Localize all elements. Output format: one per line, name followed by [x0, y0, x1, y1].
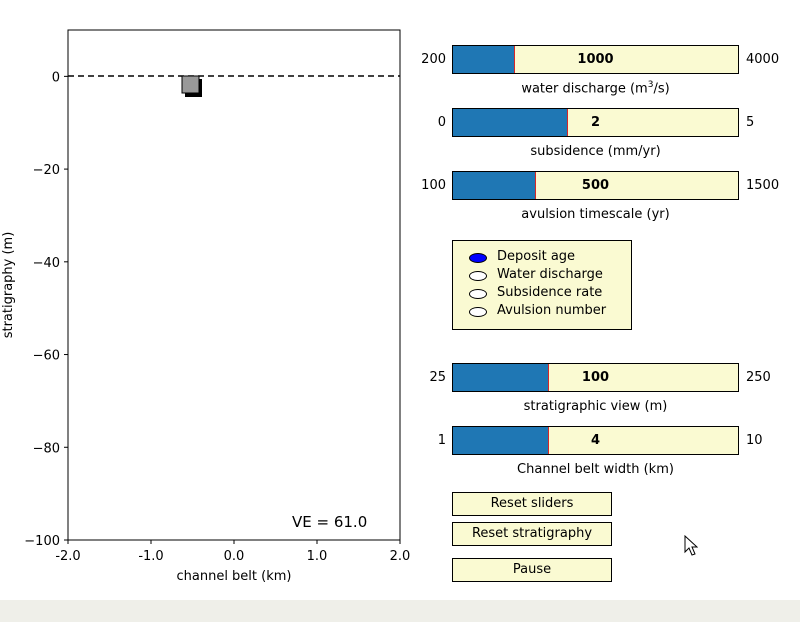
- stratigraphic-view-min: 25: [429, 370, 446, 385]
- y-tick-label: −20: [33, 163, 60, 178]
- water-discharge-label: water discharge (m3/s): [521, 80, 670, 97]
- subsidence-min: 0: [437, 115, 446, 130]
- y-tick-label: −80: [33, 441, 60, 456]
- slider-fill: [453, 109, 567, 136]
- radio-button-icon[interactable]: [469, 307, 487, 317]
- channel-belt-width-min: 1: [437, 433, 446, 448]
- x-tick-label: -1.0: [138, 549, 163, 564]
- x-tick-label: 2.0: [390, 549, 411, 564]
- channel-belt-width-label: Channel belt width (km): [517, 462, 674, 477]
- slider-value: 2: [590, 115, 601, 130]
- subsidence-label: subsidence (mm/yr): [530, 144, 661, 159]
- radio-label: Deposit age: [497, 249, 576, 264]
- y-axis-ticks: 0 −20 −40 −60 −80 −100: [24, 70, 68, 549]
- reset-sliders-button[interactable]: Reset sliders: [452, 492, 612, 516]
- y-tick-label: −40: [33, 256, 60, 271]
- radio-label: Subsidence rate: [497, 285, 603, 300]
- stratigraphic-view-slider[interactable]: 100: [452, 363, 739, 392]
- radio-button-icon[interactable]: [469, 253, 487, 263]
- water-discharge-min: 200: [421, 52, 446, 67]
- slider-value: 1000: [577, 52, 614, 67]
- channel-marker: [181, 75, 200, 94]
- slider-value: 4: [590, 433, 601, 448]
- stratigraphic-view-max: 250: [746, 370, 771, 385]
- subsidence-max: 5: [746, 115, 755, 130]
- x-axis-ticks: -2.0 -1.0 0.0 1.0 2.0: [55, 540, 410, 564]
- avulsion-timescale-label: avulsion timescale (yr): [521, 207, 670, 222]
- avulsion-timescale-min: 100: [421, 178, 446, 193]
- y-tick-label: −60: [33, 349, 60, 364]
- slider-handle[interactable]: [514, 46, 516, 73]
- avulsion-timescale-slider[interactable]: 500: [452, 171, 739, 200]
- slider-handle[interactable]: [567, 109, 568, 136]
- y-tick-label: 0: [52, 70, 60, 85]
- x-axis-label: channel belt (km): [176, 569, 291, 584]
- plot-area: [67, 29, 401, 541]
- slider-handle[interactable]: [547, 364, 549, 391]
- color-by-radio-group: Deposit age Water discharge Subsidence r…: [452, 240, 632, 330]
- slider-fill: [453, 46, 515, 73]
- stratigraphic-view-label: stratigraphic view (m): [523, 399, 668, 414]
- slider-handle[interactable]: [547, 427, 549, 454]
- channel-belt-width-slider[interactable]: 4: [452, 426, 739, 455]
- radio-label: Avulsion number: [497, 303, 607, 318]
- subsidence-slider[interactable]: 2: [452, 108, 739, 137]
- radio-button-icon[interactable]: [469, 289, 487, 299]
- slider-fill: [453, 364, 548, 391]
- y-axis-label: stratigraphy (m): [1, 232, 16, 339]
- slider-value: 500: [581, 178, 610, 193]
- water-discharge-slider[interactable]: 1000: [452, 45, 739, 74]
- status-bar: [0, 600, 800, 622]
- x-tick-label: -2.0: [55, 549, 80, 564]
- x-tick-label: 0.0: [224, 549, 245, 564]
- x-tick-label: 1.0: [307, 549, 328, 564]
- slider-fill: [453, 427, 548, 454]
- radio-button-icon[interactable]: [469, 271, 487, 281]
- avulsion-timescale-max: 1500: [746, 178, 780, 193]
- stratigraphy-plot: -2.0 -1.0 0.0 1.0 2.0 0 −20 −40 −60 −80 −100 chan…: [1, 29, 410, 584]
- mouse-cursor-icon: [684, 535, 698, 556]
- channel-belt-width-max: 10: [746, 433, 763, 448]
- water-discharge-max: 4000: [746, 52, 780, 67]
- radio-label: Water discharge: [497, 267, 603, 282]
- pause-button[interactable]: Pause: [452, 558, 612, 582]
- slider-handle[interactable]: [534, 172, 536, 199]
- vertical-exaggeration: VE = 61.0: [292, 513, 367, 531]
- slider-value: 100: [581, 370, 610, 385]
- reset-stratigraphy-button[interactable]: Reset stratigraphy: [452, 522, 612, 546]
- slider-fill: [453, 172, 535, 199]
- y-tick-label: −100: [24, 534, 60, 549]
